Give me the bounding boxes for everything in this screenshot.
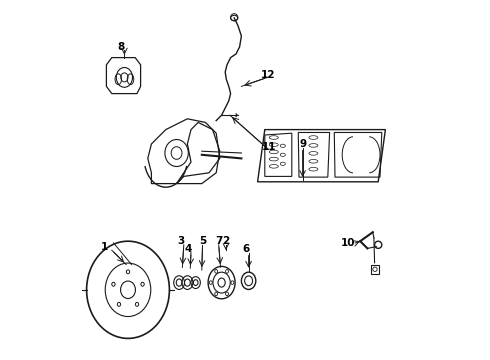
Text: 10: 10 <box>341 238 355 248</box>
Text: 2: 2 <box>222 236 229 246</box>
Text: 8: 8 <box>117 42 124 52</box>
Text: 5: 5 <box>199 236 206 246</box>
Text: 12: 12 <box>261 69 276 80</box>
Text: 6: 6 <box>242 244 249 254</box>
Text: 1: 1 <box>101 242 108 252</box>
Circle shape <box>374 241 382 248</box>
Text: 11: 11 <box>262 141 277 152</box>
Text: 7: 7 <box>215 236 222 246</box>
Text: 9: 9 <box>299 139 306 149</box>
Text: 3: 3 <box>178 236 185 246</box>
Text: 4: 4 <box>185 244 192 254</box>
